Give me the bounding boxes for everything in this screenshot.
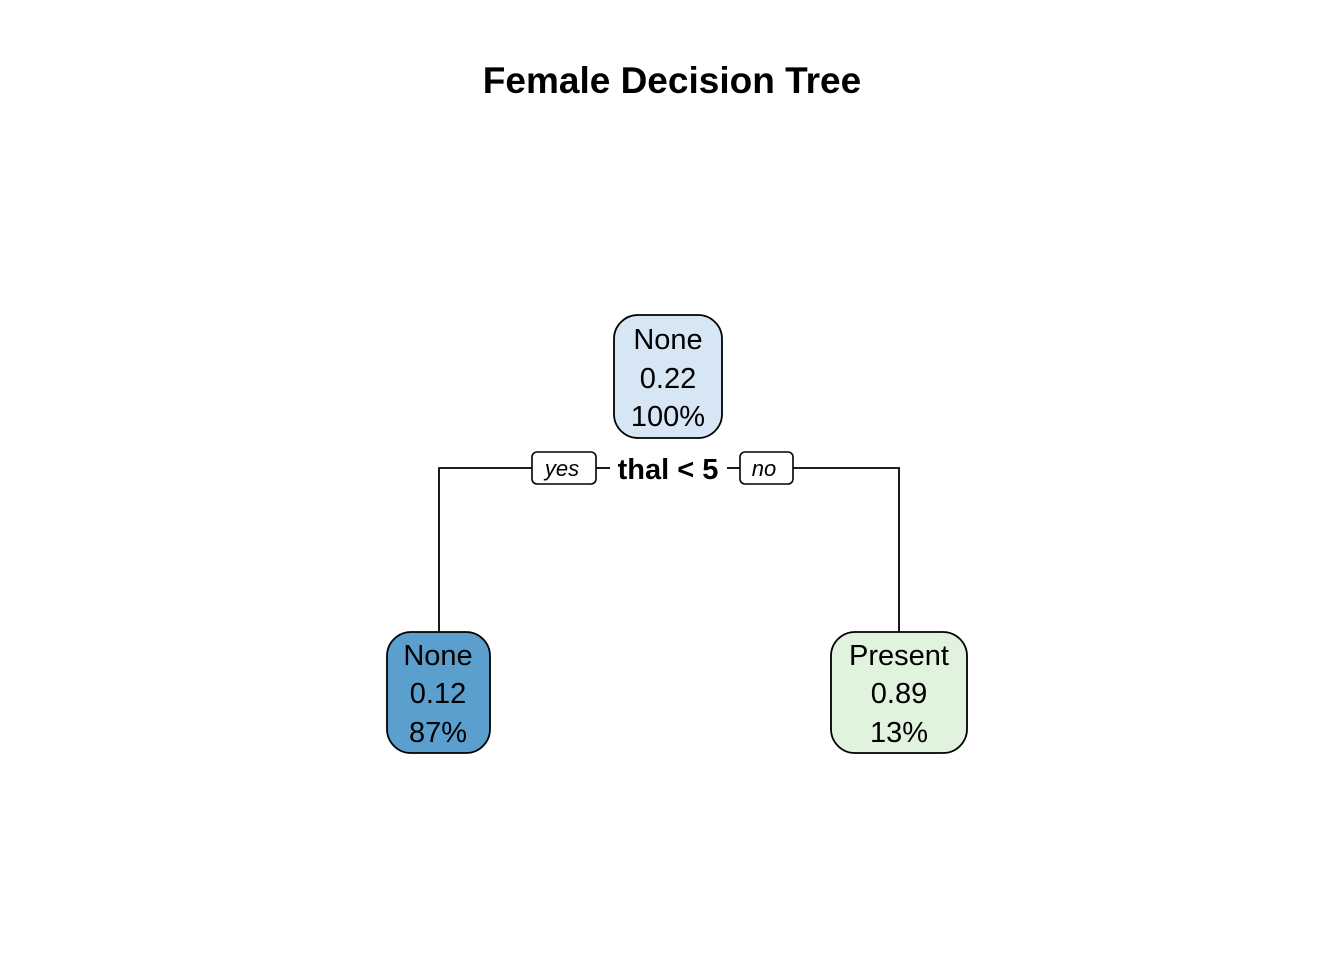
root-node: None 0.22 100%	[613, 314, 723, 439]
left-leaf-prob: 0.12	[410, 678, 466, 710]
left-leaf-node: None 0.12 87%	[386, 631, 491, 754]
no-label-box	[739, 451, 794, 485]
right-leaf-class: Present	[849, 640, 949, 672]
diagram-title: Female Decision Tree	[483, 60, 861, 101]
root-node-prob: 0.22	[640, 363, 696, 395]
split-rule: yes thal < 5 no	[531, 451, 794, 486]
left-leaf-class: None	[403, 640, 472, 672]
right-leaf-box	[830, 631, 968, 754]
right-leaf-prob: 0.89	[871, 678, 927, 710]
root-node-box	[613, 314, 723, 439]
root-node-class: None	[633, 324, 702, 356]
no-label: no	[752, 456, 776, 481]
yes-label: yes	[543, 456, 579, 481]
root-node-percent: 100%	[631, 401, 705, 433]
edge-no	[793, 467, 900, 632]
right-leaf-percent: 13%	[870, 717, 928, 749]
tree-edges	[438, 467, 900, 632]
right-leaf-node: Present 0.89 13%	[830, 631, 968, 754]
yes-label-box	[531, 451, 597, 485]
split-rule-text: thal < 5	[618, 454, 719, 486]
left-leaf-box	[386, 631, 491, 754]
edge-yes	[438, 467, 532, 632]
left-leaf-percent: 87%	[409, 717, 467, 749]
